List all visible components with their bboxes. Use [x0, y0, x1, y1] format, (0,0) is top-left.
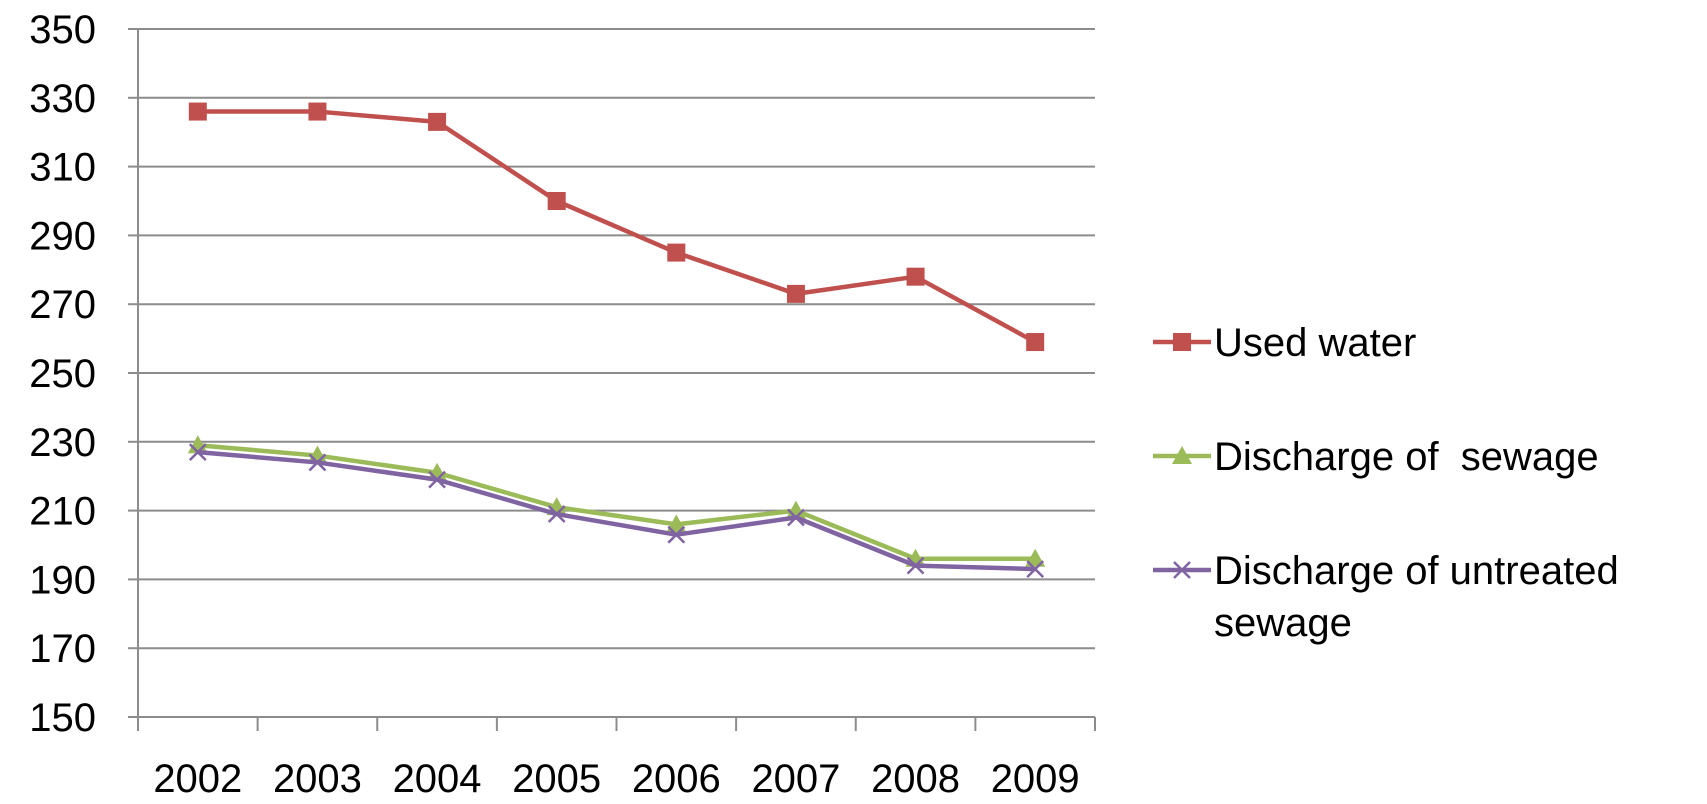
data-point	[547, 505, 566, 523]
data-point	[428, 470, 446, 489]
y-tick-label: 310	[29, 146, 96, 190]
data-point	[428, 112, 447, 131]
y-tick-label: 270	[29, 283, 96, 327]
x-tick-label: 2006	[632, 757, 721, 801]
legend-label: Discharge of untreated sewage	[1214, 549, 1619, 645]
legend-label-line: sewage	[1214, 601, 1352, 645]
series-2	[188, 443, 1045, 578]
series-line	[197, 442, 1036, 562]
axes	[128, 28, 1096, 731]
y-tick-label: 350	[29, 8, 96, 52]
data-point	[1026, 560, 1045, 578]
data-point	[308, 453, 327, 472]
legend-label: Used water	[1214, 321, 1416, 365]
grid-lines	[138, 28, 1095, 650]
y-tick-label: 230	[29, 421, 96, 465]
series-line	[197, 449, 1036, 572]
legend: Used water Discharge of sewage Discharge o…	[1153, 321, 1619, 645]
y-tick-label: 210	[29, 490, 96, 534]
x-tick-labels: 2002 2003 2004 2005 2006 2007 2008 2009	[153, 757, 1079, 801]
data-point	[547, 192, 566, 210]
x-tick-label: 2007	[751, 757, 840, 801]
legend-label: Discharge of sewage	[1214, 435, 1599, 479]
series-1	[187, 435, 1046, 567]
legend-entry: Discharge of untreated sewage	[1153, 549, 1619, 645]
data-point	[188, 443, 207, 462]
data-point	[667, 243, 686, 262]
data-point	[1026, 333, 1045, 352]
x-tick-label: 2008	[871, 757, 960, 801]
legend-label-line: Discharge of untreated	[1214, 549, 1619, 593]
data-point	[906, 556, 925, 575]
y-tick-label: 290	[29, 214, 96, 258]
legend-marker	[1173, 561, 1191, 579]
data-point	[666, 514, 687, 533]
legend-entry: Discharge of sewage	[1153, 435, 1599, 479]
y-tick-label: 330	[29, 77, 96, 121]
x-tick-label: 2009	[991, 757, 1080, 801]
data-point	[667, 525, 686, 544]
data-point	[787, 508, 805, 527]
data-point	[1025, 548, 1046, 567]
x-tick-label: 2004	[393, 757, 482, 801]
y-tick-label: 150	[29, 696, 96, 740]
y-tick-label: 170	[29, 627, 96, 671]
y-tick-label: 250	[29, 352, 96, 396]
x-tick-label: 2005	[512, 757, 601, 801]
y-tick-labels: 150 170 190 210 230 250 270 290 310 330 350	[29, 8, 96, 740]
data-point	[188, 102, 207, 121]
series-line	[197, 109, 1037, 345]
y-tick-label: 190	[29, 558, 96, 602]
series-0	[188, 102, 1045, 352]
legend-marker	[1173, 333, 1191, 351]
legend-marker	[1172, 446, 1192, 464]
data-point	[308, 102, 327, 121]
x-tick-label: 2003	[273, 757, 362, 801]
x-tick-label: 2002	[153, 757, 242, 801]
data-point	[786, 284, 805, 303]
series-lines	[187, 102, 1046, 578]
data-point	[906, 267, 925, 286]
legend-entry: Used water	[1153, 321, 1416, 365]
